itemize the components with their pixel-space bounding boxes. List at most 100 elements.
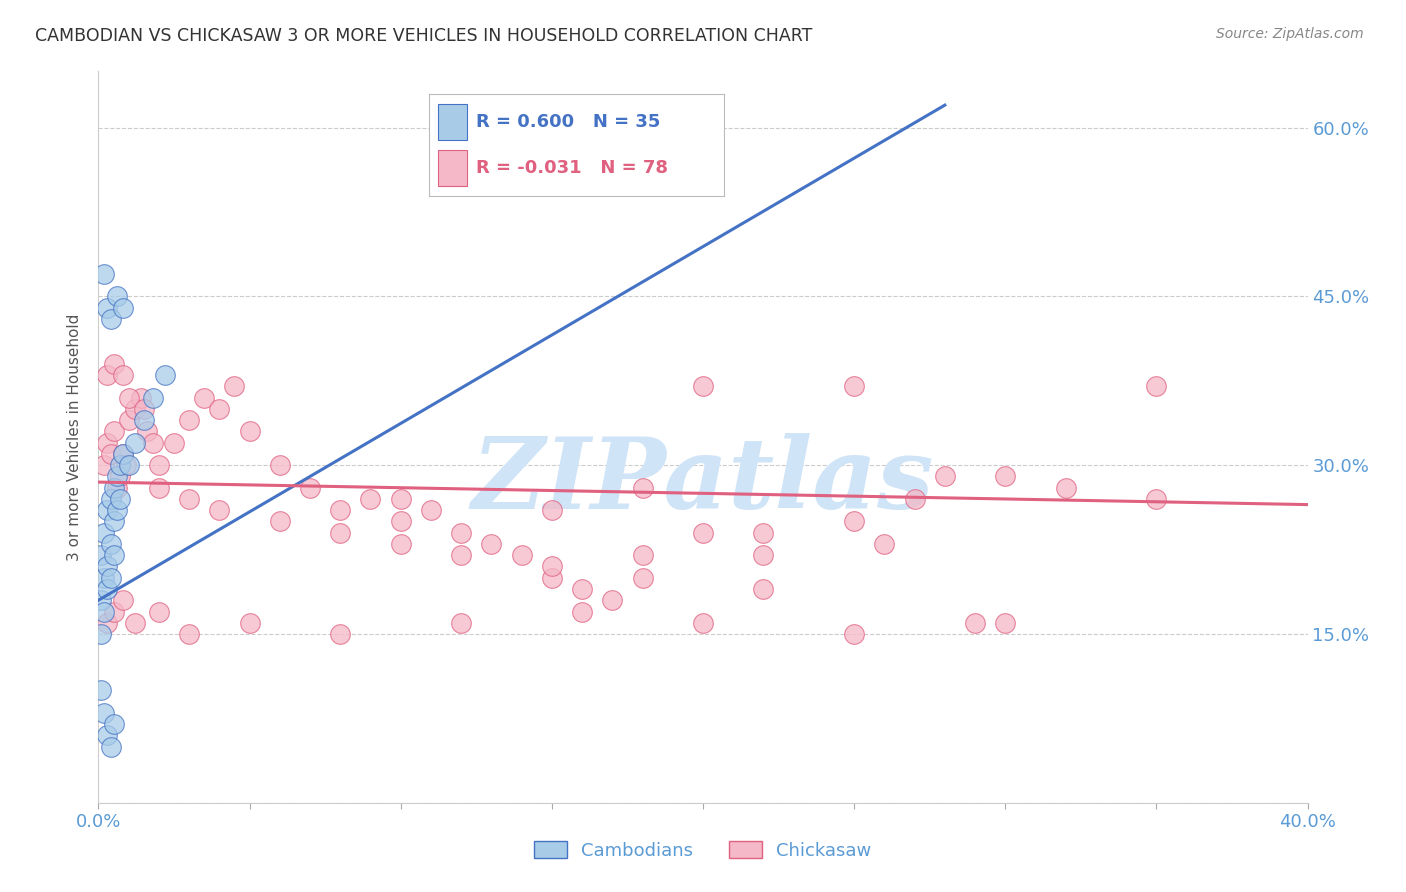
- Point: [96, 728, 118, 742]
- Point: [96, 582, 118, 596]
- Point: [692, 615, 714, 630]
- Point: [132, 413, 155, 427]
- Point: [1054, 481, 1077, 495]
- Point: [602, 593, 624, 607]
- Point: [269, 458, 291, 473]
- Point: [1144, 491, 1167, 506]
- Legend: Cambodians, Chickasaw: Cambodians, Chickasaw: [527, 834, 879, 867]
- Point: [103, 717, 125, 731]
- Point: [329, 627, 352, 641]
- Point: [111, 368, 134, 383]
- Point: [118, 458, 141, 473]
- Point: [329, 503, 352, 517]
- Point: [96, 615, 118, 630]
- Point: [994, 469, 1017, 483]
- Point: [100, 537, 122, 551]
- Point: [329, 525, 352, 540]
- Point: [208, 503, 231, 517]
- Point: [105, 481, 128, 495]
- Point: [93, 525, 115, 540]
- Point: [631, 481, 654, 495]
- Point: [93, 605, 115, 619]
- Point: [124, 401, 146, 416]
- Point: [135, 425, 157, 439]
- Point: [752, 548, 775, 562]
- Point: [105, 289, 128, 303]
- Point: [96, 301, 118, 315]
- Point: [571, 582, 593, 596]
- Point: [103, 605, 125, 619]
- Point: [965, 615, 987, 630]
- Point: [752, 525, 775, 540]
- Point: [108, 491, 131, 506]
- Point: [96, 503, 118, 517]
- Point: [111, 447, 134, 461]
- Point: [111, 593, 134, 607]
- Text: R = 0.600   N = 35: R = 0.600 N = 35: [477, 113, 661, 131]
- Point: [389, 537, 412, 551]
- Point: [450, 548, 472, 562]
- Point: [124, 435, 146, 450]
- Point: [103, 548, 125, 562]
- Point: [105, 469, 128, 483]
- Point: [148, 605, 170, 619]
- Point: [93, 458, 115, 473]
- Point: [420, 503, 443, 517]
- Point: [540, 559, 562, 574]
- Point: [163, 435, 186, 450]
- Point: [873, 537, 896, 551]
- Point: [844, 379, 866, 393]
- Point: [239, 425, 262, 439]
- Point: [148, 458, 170, 473]
- Point: [96, 368, 118, 383]
- Point: [844, 515, 866, 529]
- Point: [994, 615, 1017, 630]
- Point: [132, 401, 155, 416]
- Point: [90, 593, 112, 607]
- Point: [1144, 379, 1167, 393]
- Point: [96, 435, 118, 450]
- Point: [208, 401, 231, 416]
- Point: [93, 706, 115, 720]
- Point: [114, 458, 136, 473]
- Point: [510, 548, 533, 562]
- Point: [631, 548, 654, 562]
- Point: [96, 559, 118, 574]
- Point: [129, 391, 152, 405]
- Text: Source: ZipAtlas.com: Source: ZipAtlas.com: [1216, 27, 1364, 41]
- Point: [100, 739, 122, 754]
- Point: [692, 525, 714, 540]
- Text: ZIPatlas: ZIPatlas: [472, 433, 934, 529]
- Point: [90, 548, 112, 562]
- Point: [111, 301, 134, 315]
- Text: CAMBODIAN VS CHICKASAW 3 OR MORE VEHICLES IN HOUSEHOLD CORRELATION CHART: CAMBODIAN VS CHICKASAW 3 OR MORE VEHICLE…: [35, 27, 813, 45]
- Point: [103, 357, 125, 371]
- Point: [904, 491, 927, 506]
- Point: [142, 435, 165, 450]
- Point: [111, 447, 134, 461]
- Point: [103, 515, 125, 529]
- Point: [93, 571, 115, 585]
- Text: R = -0.031   N = 78: R = -0.031 N = 78: [477, 159, 668, 177]
- Point: [118, 391, 141, 405]
- Point: [239, 615, 262, 630]
- Point: [179, 413, 201, 427]
- Point: [631, 571, 654, 585]
- Point: [90, 683, 112, 698]
- Point: [100, 447, 122, 461]
- Point: [105, 503, 128, 517]
- Point: [148, 481, 170, 495]
- Point: [752, 582, 775, 596]
- Point: [360, 491, 382, 506]
- Y-axis label: 3 or more Vehicles in Household: 3 or more Vehicles in Household: [67, 313, 83, 561]
- Point: [124, 615, 146, 630]
- Point: [389, 515, 412, 529]
- Point: [934, 469, 956, 483]
- Point: [179, 627, 201, 641]
- Bar: [437, 104, 467, 140]
- Point: [108, 458, 131, 473]
- Point: [90, 627, 112, 641]
- Point: [571, 605, 593, 619]
- Point: [389, 491, 412, 506]
- Point: [540, 503, 562, 517]
